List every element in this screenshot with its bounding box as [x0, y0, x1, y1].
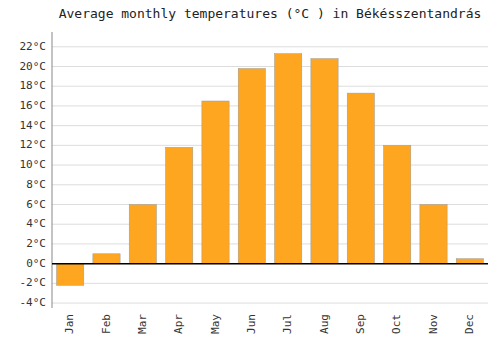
grid-line — [52, 165, 488, 166]
grid-line — [52, 303, 488, 304]
grid-line — [52, 184, 488, 185]
y-tick-label: 20°C — [20, 60, 47, 73]
chart: -4°C -2°C 0°C 2°C 4°C 6°C 8°C 10°C 12°C 14°C 16°C 1… — [0, 0, 500, 350]
x-axis: Jan Feb Mar Apr May Jun Jul Aug Sep Oct Nov Dec — [63, 314, 476, 334]
y-tick-label: 6°C — [26, 198, 46, 211]
x-tick-label: Jun — [245, 314, 258, 334]
x-tick-label: May — [209, 314, 222, 334]
bar — [420, 205, 447, 264]
bar — [238, 68, 265, 263]
y-tick-label: 14°C — [20, 119, 47, 132]
y-tick-label: 18°C — [20, 79, 47, 92]
x-tick-label: Jan — [63, 314, 76, 334]
x-tick-label: Mar — [136, 314, 149, 334]
bar — [384, 145, 411, 263]
y-tick-label: 8°C — [26, 178, 46, 191]
chart-container: -4°C -2°C 0°C 2°C 4°C 6°C 8°C 10°C 12°C 14°C 16°C 1… — [0, 0, 500, 350]
zero-line — [52, 263, 488, 265]
bar — [129, 205, 156, 264]
y-tick-label: -2°C — [20, 276, 47, 289]
grid-line — [52, 283, 488, 284]
x-tick-label: Jul — [281, 314, 294, 334]
y-tick-label: 12°C — [20, 138, 47, 151]
x-tick-label: Nov — [427, 314, 440, 334]
y-tick-label: 22°C — [20, 40, 47, 53]
x-tick-label: Aug — [318, 314, 331, 334]
x-tick-label: Oct — [390, 314, 403, 334]
y-tick-label: 4°C — [26, 217, 46, 230]
grid-line — [52, 145, 488, 146]
x-tick-label: Dec — [463, 314, 476, 334]
y-tick-label: 16°C — [20, 99, 47, 112]
grid-line — [52, 125, 488, 126]
grid-line — [52, 105, 488, 106]
y-tick-label: -4°C — [20, 296, 47, 309]
bar — [347, 93, 374, 264]
grid-line — [52, 46, 488, 47]
x-tick-label: Feb — [100, 314, 113, 334]
grid-line — [52, 263, 488, 264]
bars — [57, 54, 484, 286]
grid — [52, 47, 488, 303]
bar — [93, 254, 120, 264]
grid-line — [52, 86, 488, 87]
grid-line — [52, 66, 488, 67]
x-tick-label: Sep — [354, 314, 367, 334]
bar — [57, 264, 84, 286]
bar — [202, 101, 229, 264]
y-axis-line — [52, 32, 53, 308]
y-tick-label: 10°C — [20, 158, 47, 171]
y-axis: -4°C -2°C 0°C 2°C 4°C 6°C 8°C 10°C 12°C 14°C 16°C 1… — [20, 32, 53, 309]
y-tick-label: 0°C — [26, 257, 46, 270]
bar — [166, 147, 193, 263]
title: Average monthly temperatures (°C ) in Bé… — [59, 6, 482, 21]
bar — [275, 54, 302, 264]
y-tick-label: 2°C — [26, 237, 46, 250]
x-tick-label: Apr — [172, 314, 185, 334]
bar — [311, 59, 338, 264]
